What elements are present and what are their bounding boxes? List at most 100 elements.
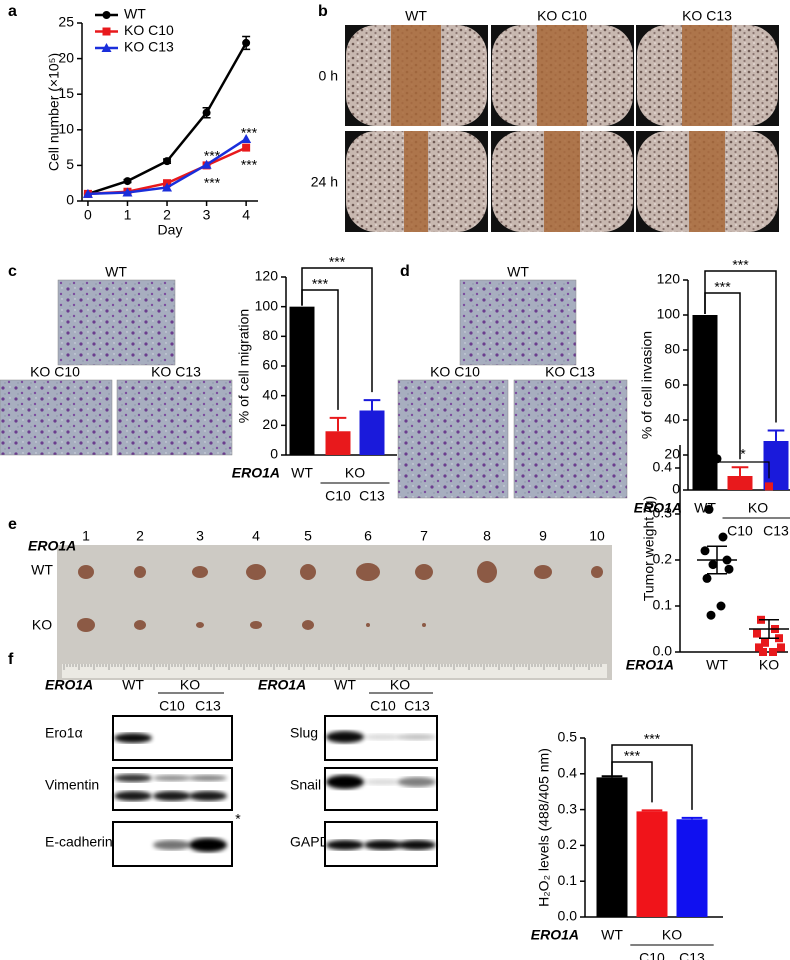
point [777, 643, 785, 652]
blot-band [114, 791, 152, 801]
bar [596, 777, 628, 917]
significance-bracket [611, 761, 653, 803]
wound-gap [682, 25, 732, 126]
stain-image [459, 279, 577, 366]
bar [289, 306, 315, 455]
panel-label: c [8, 263, 17, 280]
x-tick-label: WT [706, 657, 728, 673]
tumor [415, 564, 433, 580]
y-tick-label: 0.2 [558, 836, 578, 852]
y-axis-title: Tumor weight (g) [641, 496, 657, 601]
tumor [192, 566, 208, 578]
y-tick-label: 80 [664, 341, 680, 357]
y-tick-label: 100 [255, 297, 279, 313]
gene-label: ERO1A [45, 677, 93, 693]
x-tick-label: C10 [325, 488, 351, 504]
image-label: KO C13 [545, 364, 595, 380]
error-bar [363, 399, 381, 411]
x-tick-label: C13 [359, 488, 385, 504]
y-tick-label: 120 [657, 271, 681, 287]
legend-marker [102, 11, 111, 19]
point [702, 573, 712, 583]
marker [163, 157, 172, 166]
point [724, 564, 734, 574]
y-tick-label: 0.1 [558, 872, 578, 888]
marker [242, 38, 251, 47]
wound-gap [537, 25, 587, 126]
wound-gap [689, 131, 725, 232]
row-label: WT [31, 562, 53, 578]
legend-marker [101, 43, 112, 52]
y-tick-label: 0.2 [653, 551, 673, 567]
sem-bar [707, 545, 727, 575]
error-bar [641, 809, 663, 812]
panel-label: d [400, 263, 410, 280]
significance-bracket [301, 267, 373, 393]
tumor [422, 623, 426, 627]
point [708, 560, 718, 570]
annotation: *** [732, 257, 749, 273]
annotation: *** [312, 276, 329, 292]
mouse-number: 3 [196, 528, 204, 544]
bar [692, 315, 718, 490]
ruler [62, 664, 607, 678]
y-tick-label: 80 [262, 327, 278, 343]
legend-marker [102, 27, 111, 36]
mouse-number: 5 [304, 528, 312, 544]
sem-bar [759, 619, 779, 639]
annotation: *** [714, 279, 731, 295]
mouse-number: 8 [483, 528, 491, 544]
blot-band [398, 777, 436, 787]
marker [242, 143, 251, 152]
y-tick-label: 0.0 [653, 643, 673, 659]
image-label: KO C10 [430, 364, 480, 380]
blot-band [364, 734, 402, 740]
x-tick-label: 3 [203, 207, 211, 223]
tumor [134, 566, 146, 578]
row-label: 24 h [311, 174, 338, 190]
y-axis-title: Cell number (×10⁵) [46, 53, 62, 171]
bar [763, 441, 789, 490]
marker [82, 188, 93, 198]
tumor [300, 564, 316, 580]
row-label: KO [32, 617, 52, 633]
y-tick-label: 0.3 [558, 800, 578, 816]
image-label: KO C13 [151, 364, 201, 380]
lane-label: C13 [404, 698, 430, 714]
y-tick-label: 10 [58, 121, 74, 137]
y-tick-label: 5 [66, 156, 74, 172]
y-tick-label: 0.0 [558, 908, 578, 924]
mouse-number: 6 [364, 528, 372, 544]
x-tick-label: 0 [84, 207, 92, 223]
bar [676, 819, 708, 917]
legend-label: KO C13 [124, 39, 174, 55]
blot-band [364, 779, 402, 785]
mouse-number: 7 [420, 528, 428, 544]
tumor [250, 621, 262, 629]
blot-label: Vimentin [45, 777, 99, 793]
y-tick-label: 20 [664, 446, 680, 462]
wound-gap [404, 131, 428, 232]
y-tick-label: 0 [66, 192, 74, 208]
point [769, 648, 777, 656]
wound-gap [544, 131, 580, 232]
x-tick-label: KO [759, 657, 779, 673]
point [704, 504, 714, 514]
significance-bracket [716, 450, 770, 479]
blot-label: Slug [290, 725, 318, 741]
tumor [77, 618, 95, 632]
legend-label: KO C10 [124, 22, 174, 38]
blot-band [398, 734, 436, 740]
marker [201, 159, 212, 169]
marker [122, 187, 133, 197]
blot-band [326, 731, 364, 743]
annotation: *** [204, 148, 221, 164]
panel-label: e [8, 516, 17, 533]
point [706, 610, 716, 620]
column-label: KO C10 [537, 8, 587, 24]
y-tick-label: 25 [58, 14, 74, 30]
annotation: *** [204, 175, 221, 191]
x-tick-label: 1 [124, 207, 132, 223]
annotation: *** [644, 731, 661, 747]
blot-band [189, 838, 227, 852]
